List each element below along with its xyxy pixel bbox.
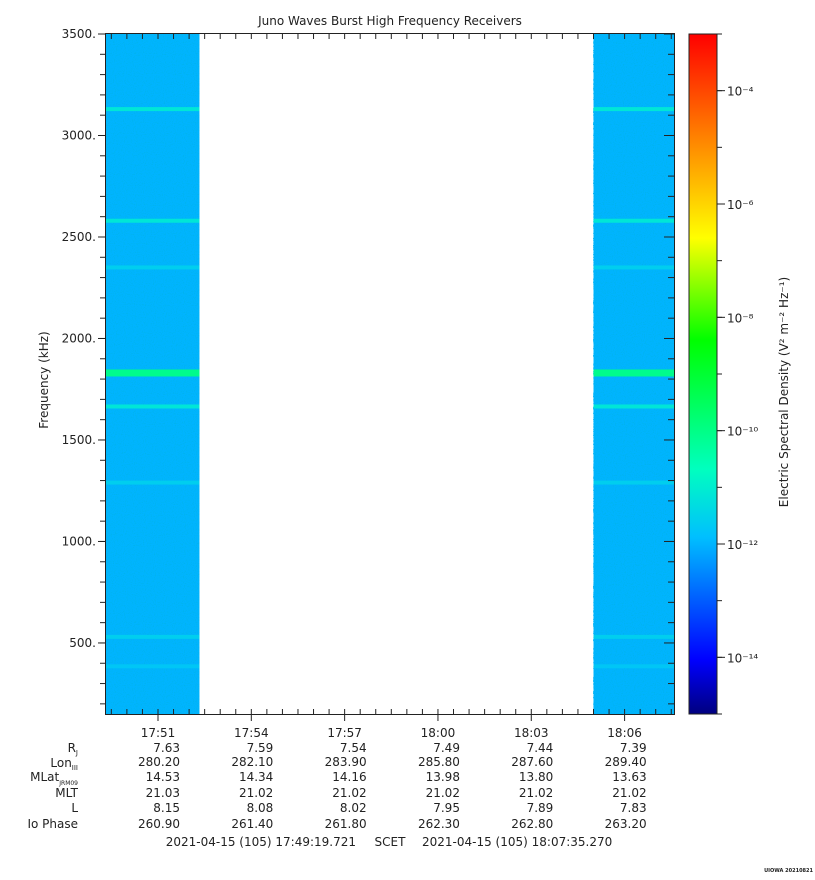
lon-label: LonIII xyxy=(50,756,78,772)
x-tick-label: 18:00 xyxy=(421,726,456,740)
colorbar-tick-label: 10⁻¹⁰ xyxy=(727,425,758,439)
colorbar-tick-label: 10⁻¹² xyxy=(727,538,758,552)
ephemeris-value: 8.15 xyxy=(153,801,180,815)
ephemeris-value: 14.34 xyxy=(239,770,273,784)
emission-line xyxy=(593,265,674,270)
scet-label: SCET xyxy=(375,835,407,849)
ephemeris-value: 14.16 xyxy=(332,770,366,784)
ephemeris-value: 7.49 xyxy=(433,741,460,755)
ephemeris-value: 14.53 xyxy=(146,770,180,784)
ephemeris-value: 21.02 xyxy=(332,786,366,800)
mlat-label: MLatJRM09 xyxy=(30,770,78,787)
ephemeris-value: 7.44 xyxy=(527,741,554,755)
time-range-footer: 2021-04-15 (105) 17:49:19.721 SCET 2021-… xyxy=(166,835,613,849)
emission-line xyxy=(106,404,200,409)
ephemeris-value: 262.30 xyxy=(418,817,460,831)
ephemeris-value: 263.20 xyxy=(605,817,647,831)
ephemeris-value: 283.90 xyxy=(325,755,367,769)
ephemeris-value: 8.08 xyxy=(247,801,274,815)
ephemeris-value: 7.63 xyxy=(153,741,180,755)
ephemeris-value: 282.10 xyxy=(231,755,273,769)
ephemeris-value: 289.40 xyxy=(605,755,647,769)
colorbar xyxy=(688,33,718,715)
ephemeris-value: 21.02 xyxy=(612,786,646,800)
colorbar-tick-label: 10⁻⁴ xyxy=(727,85,754,99)
ephemeris-value: 13.63 xyxy=(612,770,646,784)
rj-label: RJ xyxy=(68,741,78,757)
start-time: 2021-04-15 (105) 17:49:19.721 xyxy=(166,835,356,849)
emission-line xyxy=(593,369,674,377)
ephemeris-value: 7.54 xyxy=(340,741,367,755)
ephemeris-value: 21.02 xyxy=(239,786,273,800)
ephemeris-value: 280.20 xyxy=(138,755,180,769)
emission-line xyxy=(106,265,200,270)
mlt-label: MLT xyxy=(55,786,78,800)
colorbar-axis: 10⁻⁴ 10⁻⁶ 10⁻⁸ 10⁻¹⁰ 10⁻¹² 10⁻¹⁴ xyxy=(717,33,758,715)
emission-line xyxy=(106,369,200,377)
emission-line xyxy=(593,664,674,669)
y-tick-label: 3000. xyxy=(62,128,96,142)
x-tick-label: 17:57 xyxy=(327,726,362,740)
x-tick-label: 17:51 xyxy=(141,726,176,740)
ephemeris-value: 21.03 xyxy=(146,786,180,800)
ephemeris-value: 262.80 xyxy=(511,817,553,831)
emission-line xyxy=(593,218,674,223)
y-tick-label: 500. xyxy=(69,636,96,650)
ephemeris-value: 13.80 xyxy=(519,770,553,784)
end-time: 2021-04-15 (105) 18:07:35.270 xyxy=(422,835,612,849)
ephemeris-value: 261.40 xyxy=(231,817,273,831)
y-tick-label: 3500. xyxy=(62,27,96,41)
emission-line xyxy=(106,664,200,669)
data-block-2 xyxy=(593,34,674,714)
version-stamp: UIOWA 20210821 xyxy=(764,868,813,874)
ephemeris-value: 261.80 xyxy=(325,817,367,831)
emission-line xyxy=(593,404,674,409)
data-block-1 xyxy=(106,34,200,714)
time-axis: 17:51 17:54 17:57 18:00 18:03 18:06 xyxy=(110,34,672,740)
ephemeris-value: 13.98 xyxy=(426,770,460,784)
emission-line xyxy=(106,480,200,485)
x-tick-label: 18:03 xyxy=(514,726,549,740)
ephemeris-value: 7.83 xyxy=(620,801,647,815)
ephemeris-value: 21.02 xyxy=(519,786,553,800)
ephemeris-value: 287.60 xyxy=(511,755,553,769)
emission-line xyxy=(106,107,200,112)
emission-line xyxy=(593,634,674,639)
ephemeris-value: 7.95 xyxy=(433,801,460,815)
y-tick-label: 1000. xyxy=(62,534,96,548)
colorbar-label: Electric Spectral Density (V² m⁻² Hz⁻¹) xyxy=(777,277,791,507)
emission-line xyxy=(106,218,200,223)
emission-line xyxy=(593,107,674,112)
l-label: L xyxy=(71,801,78,815)
chart-title: Juno Waves Burst High Frequency Receiver… xyxy=(257,14,522,28)
ephemeris-value: 260.90 xyxy=(138,817,180,831)
y-tick-label: 2500. xyxy=(62,230,96,244)
y-tick-label: 1500. xyxy=(62,433,96,447)
x-tick-label: 18:06 xyxy=(607,726,642,740)
ephemeris-value: 21.02 xyxy=(426,786,460,800)
ephemeris-value: 7.89 xyxy=(527,801,554,815)
y-tick-label: 2000. xyxy=(62,331,96,345)
ephemeris-value: 8.02 xyxy=(340,801,367,815)
colorbar-tick-label: 10⁻¹⁴ xyxy=(727,651,758,665)
plot-area xyxy=(106,34,674,714)
colorbar-tick-label: 10⁻⁶ xyxy=(727,198,754,212)
ephemeris-value: 7.59 xyxy=(247,741,274,755)
ephemeris-values: 7.63 7.59 7.54 7.49 7.44 7.39 280.20 282.10 283.… xyxy=(138,741,647,831)
ephemeris-value: 285.80 xyxy=(418,755,460,769)
y-axis-label: Frequency (kHz) xyxy=(37,331,51,428)
colorbar-tick-label: 10⁻⁸ xyxy=(727,311,754,325)
x-tick-label: 17:54 xyxy=(234,726,269,740)
ephemeris-value: 7.39 xyxy=(620,741,647,755)
ephemeris-labels: RJ LonIII MLatJRM09 MLT L Io Phase xyxy=(27,741,78,831)
emission-line xyxy=(593,480,674,485)
emission-line xyxy=(106,634,200,639)
plot-frame xyxy=(105,33,675,715)
frequency-axis: 3500. 3000. 2500. 2000. 1500. 1000. 500. xyxy=(62,27,674,705)
io-phase-label: Io Phase xyxy=(27,817,78,831)
